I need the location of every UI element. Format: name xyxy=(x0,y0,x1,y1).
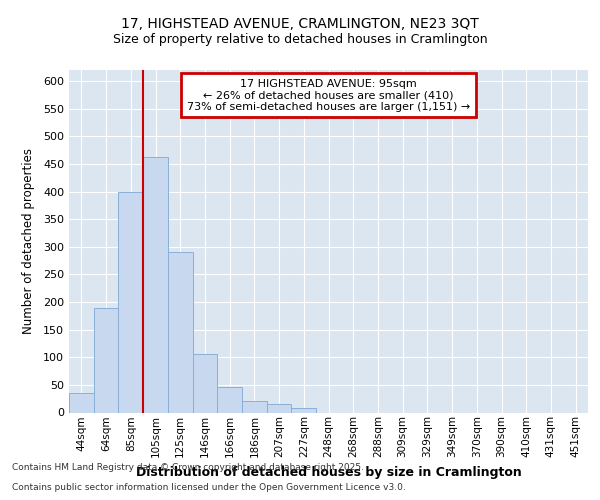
Bar xyxy=(69,393,94,412)
Text: Contains public sector information licensed under the Open Government Licence v3: Contains public sector information licen… xyxy=(12,484,406,492)
Bar xyxy=(143,158,168,412)
Bar xyxy=(193,354,217,412)
Bar xyxy=(242,402,267,412)
Text: Size of property relative to detached houses in Cramlington: Size of property relative to detached ho… xyxy=(113,32,487,46)
Bar xyxy=(94,308,118,412)
Bar xyxy=(292,408,316,412)
Bar xyxy=(168,252,193,412)
Text: 17, HIGHSTEAD AVENUE, CRAMLINGTON, NE23 3QT: 17, HIGHSTEAD AVENUE, CRAMLINGTON, NE23 … xyxy=(121,18,479,32)
Bar xyxy=(267,404,292,412)
Bar xyxy=(217,386,242,412)
Text: 17 HIGHSTEAD AVENUE: 95sqm
← 26% of detached houses are smaller (410)
73% of sem: 17 HIGHSTEAD AVENUE: 95sqm ← 26% of deta… xyxy=(187,78,470,112)
Y-axis label: Number of detached properties: Number of detached properties xyxy=(22,148,35,334)
X-axis label: Distribution of detached houses by size in Cramlington: Distribution of detached houses by size … xyxy=(136,466,521,478)
Bar xyxy=(118,192,143,412)
Text: Contains HM Land Registry data © Crown copyright and database right 2025.: Contains HM Land Registry data © Crown c… xyxy=(12,464,364,472)
